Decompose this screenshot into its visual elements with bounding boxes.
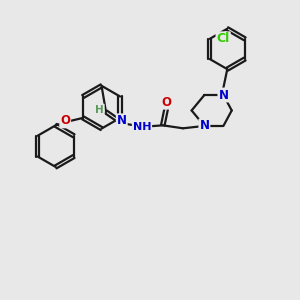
Text: N: N — [200, 119, 209, 132]
Text: Cl: Cl — [217, 32, 230, 45]
Text: NH: NH — [133, 122, 151, 131]
Text: N: N — [218, 88, 228, 101]
Text: O: O — [161, 96, 171, 109]
Text: H: H — [95, 105, 104, 115]
Text: N: N — [117, 114, 127, 128]
Text: O: O — [60, 114, 70, 128]
